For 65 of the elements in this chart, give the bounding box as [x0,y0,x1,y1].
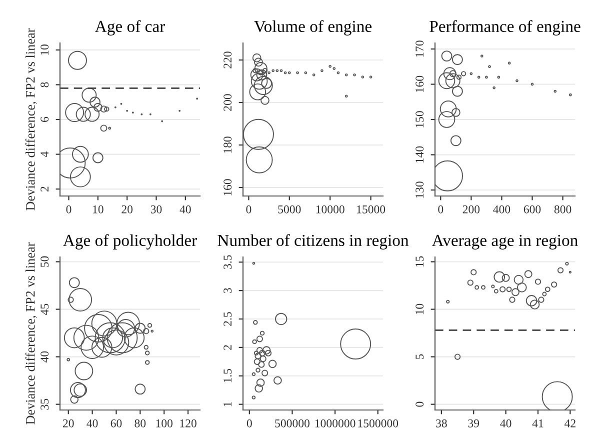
y-tick-label: 4 [40,152,48,157]
x-tick-label: 10000 [316,205,344,214]
chart-title: Average age in region [432,234,578,250]
y-axis-title: Deviance difference, FP2 vs linear [25,242,37,424]
x-tick-label: 600 [524,205,541,214]
y-tick-label: 220 [224,52,232,68]
chart-title: Age of policyholder [63,234,197,250]
x-tick-label: 400 [493,205,510,214]
y-tick-label: 200 [224,94,232,111]
x-tick-label: 20 [122,205,133,214]
y-tick-label: 180 [224,136,232,153]
y-tick-label: 2 [40,186,48,192]
y-tick-label: 1 [224,402,232,406]
x-tick-label: 40 [180,205,191,214]
y-tick-label: 2 [224,345,232,350]
x-tick-label: 20 [62,419,74,428]
y-tick-label: 3.5 [224,255,232,269]
y-tick-label: 6 [40,116,49,122]
x-tick-label: 38 [436,419,447,428]
x-tick-label: 100 [156,419,173,428]
y-tick-label: 5 [416,354,424,360]
y-tick-label: 160 [416,76,424,92]
y-tick-label: 130 [416,182,424,198]
y-tick-label: 3 [224,288,232,293]
chart-title: Age of car [95,20,166,36]
x-tick-label: 15000 [357,205,386,214]
x-tick-label: 1000000 [315,419,356,428]
x-tick-label: 60 [110,419,122,428]
x-tick-label: 800 [554,205,572,214]
x-tick-label: 0 [246,205,252,214]
x-tick-label: 5000 [278,205,301,214]
y-tick-label: 170 [416,40,424,57]
y-tick-label: 2.5 [224,312,232,326]
y-tick-label: 1.5 [224,368,232,382]
x-tick-label: 40 [500,419,512,428]
x-tick-label: 10 [93,205,104,214]
y-tick-label: 140 [416,146,424,163]
x-tick-label: 0 [438,205,444,214]
y-tick-label: 160 [224,179,232,196]
y-tick-label: 35 [40,398,49,410]
y-tick-label: 45 [40,304,49,315]
x-tick-label: 0 [246,419,252,428]
y-tick-label: 15 [416,256,424,267]
x-tick-label: 1500000 [358,419,398,428]
y-tick-label: 8 [40,82,49,88]
x-tick-label: 40 [86,419,98,428]
y-tick-label: 0 [416,402,424,407]
x-tick-label: 500000 [275,419,310,428]
x-tick-label: 30 [150,205,162,214]
y-tick-label: 10 [416,304,424,314]
chart-title: Number of citizens in region [218,234,409,250]
y-tick-label: 150 [416,111,424,128]
chart-title: Volume of engine [254,20,372,36]
y-tick-label: 50 [40,256,49,267]
y-tick-label: 40 [40,351,49,362]
x-tick-label: 39 [468,419,480,428]
x-tick-label: 120 [180,419,196,428]
x-tick-label: 0 [66,205,72,214]
y-axis-title: Deviance difference, FP2 vs linear [25,28,37,210]
y-tick-label: 10 [40,44,49,55]
chart-title: Performance of engine [430,20,580,36]
x-tick-label: 200 [462,205,480,214]
x-tick-label: 80 [134,419,146,428]
x-tick-label: 42 [564,419,576,428]
x-tick-label: 41 [532,419,544,428]
